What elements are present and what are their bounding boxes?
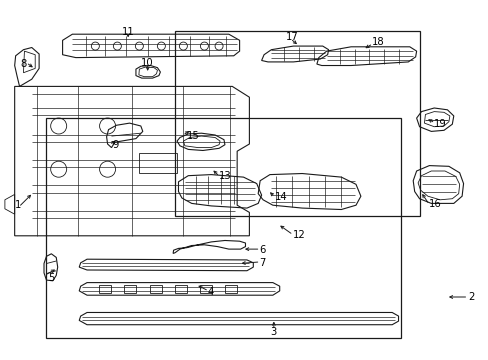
Text: 12: 12 [292,230,305,240]
Bar [149,285,162,293]
Text: 15: 15 [186,131,199,141]
Bar [175,31,419,216]
Text: 6: 6 [259,245,265,255]
Bar [99,285,111,293]
Text: 9: 9 [112,140,119,150]
Text: 18: 18 [371,37,384,48]
Bar [175,285,187,293]
Bar [224,285,237,293]
Text: 7: 7 [259,258,265,268]
Bar [123,285,136,293]
Bar [139,153,177,173]
Text: 11: 11 [122,27,134,37]
Text: 17: 17 [285,32,298,42]
Text: 5: 5 [48,273,54,283]
Text: 1: 1 [15,200,21,210]
Text: 8: 8 [20,59,27,69]
Text: 3: 3 [270,327,276,337]
Text: 10: 10 [141,58,154,68]
Text: 2: 2 [468,292,474,302]
Text: 13: 13 [219,171,231,181]
Bar [200,285,212,293]
Bar [46,118,401,338]
Text: 16: 16 [428,199,441,210]
Text: 19: 19 [433,119,446,129]
Text: 14: 14 [274,192,287,202]
Text: 4: 4 [207,287,214,297]
